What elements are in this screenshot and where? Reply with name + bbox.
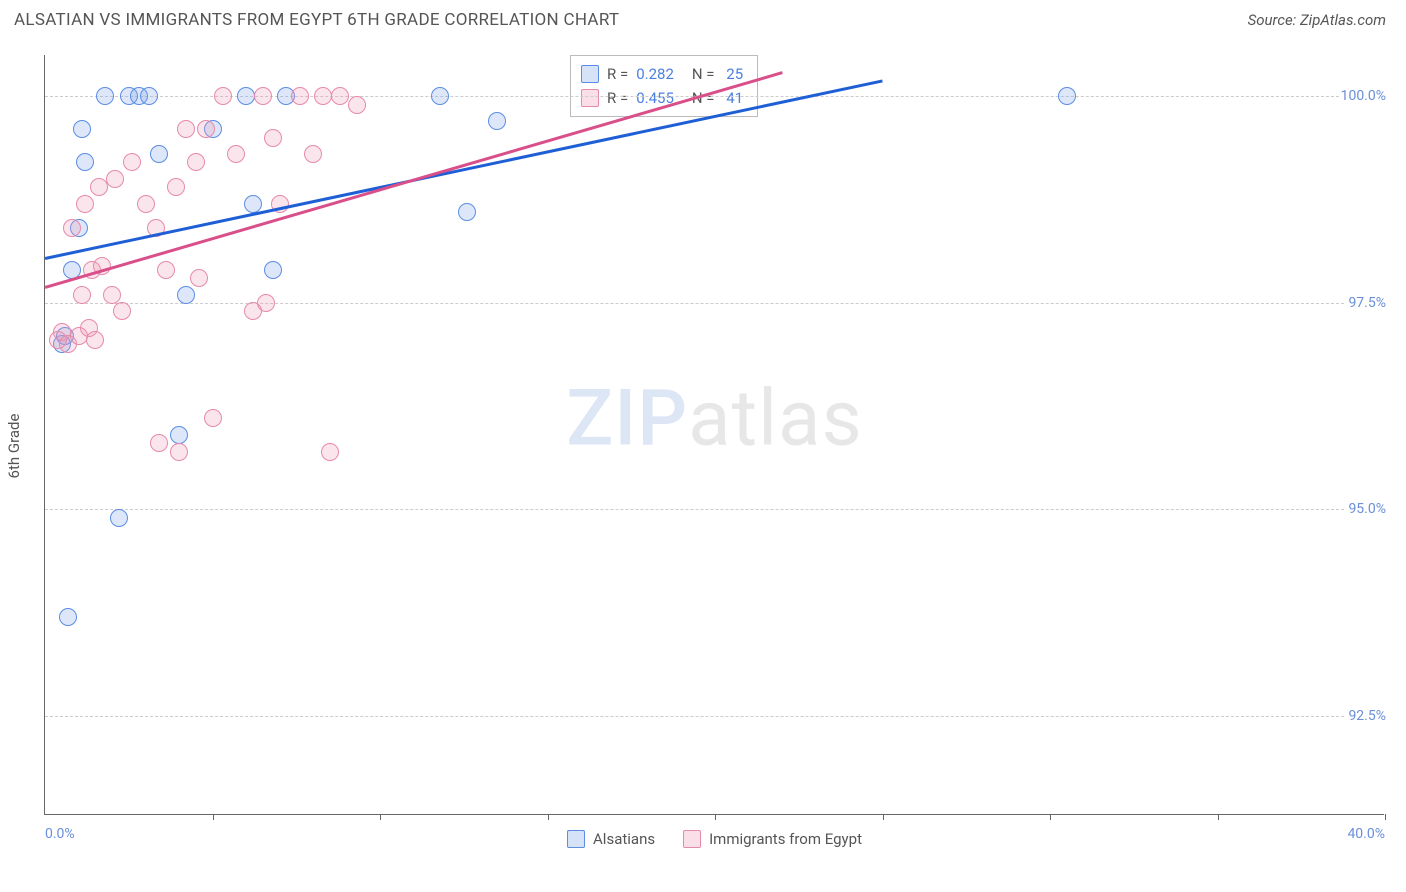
data-point <box>140 87 158 105</box>
gridline <box>45 509 1384 510</box>
y-axis-label: 6th Grade <box>5 414 23 479</box>
watermark-atlas: atlas <box>688 374 863 465</box>
data-point <box>177 286 195 304</box>
swatch-icon <box>567 830 585 848</box>
y-tick-label: 97.5% <box>1346 295 1388 311</box>
data-point <box>254 87 272 105</box>
data-point <box>137 195 155 213</box>
data-point <box>257 294 275 312</box>
data-point <box>237 87 255 105</box>
x-tick-label: 40.0% <box>1347 826 1385 842</box>
x-tick <box>1050 814 1051 820</box>
x-tick <box>715 814 716 820</box>
data-point <box>90 178 108 196</box>
data-point <box>244 195 262 213</box>
data-point <box>348 96 366 114</box>
data-point <box>76 195 94 213</box>
data-point <box>177 120 195 138</box>
data-point <box>86 331 104 349</box>
regression-line <box>45 72 783 289</box>
data-point <box>1058 87 1076 105</box>
r-label: R = <box>607 86 628 110</box>
data-point <box>63 219 81 237</box>
x-tick <box>883 814 884 820</box>
swatch-icon <box>581 89 599 107</box>
regression-line <box>45 80 883 260</box>
data-point <box>110 509 128 527</box>
data-point <box>264 261 282 279</box>
x-tick <box>1385 814 1386 820</box>
x-tick <box>548 814 549 820</box>
swatch-icon <box>683 830 701 848</box>
y-tick-label: 100.0% <box>1339 88 1388 104</box>
legend-label: Immigrants from Egypt <box>709 830 862 848</box>
x-tick <box>1218 814 1219 820</box>
data-point <box>197 120 215 138</box>
data-point <box>150 434 168 452</box>
data-point <box>73 120 91 138</box>
x-tick <box>213 814 214 820</box>
source-name: ZipAtlas.com <box>1300 11 1386 29</box>
data-point <box>331 87 349 105</box>
data-point <box>291 87 309 105</box>
data-point <box>167 178 185 196</box>
watermark: ZIPatlas <box>566 374 863 465</box>
y-tick-label: 92.5% <box>1346 708 1388 724</box>
r-value: 0.282 <box>636 62 674 86</box>
data-point <box>187 153 205 171</box>
legend-label: Alsatians <box>593 830 655 848</box>
data-point <box>264 129 282 147</box>
data-point <box>150 145 168 163</box>
chart-title: ALSATIAN VS IMMIGRANTS FROM EGYPT 6TH GR… <box>14 10 619 30</box>
x-tick <box>380 814 381 820</box>
data-point <box>113 302 131 320</box>
data-point <box>106 170 124 188</box>
swatch-icon <box>581 65 599 83</box>
data-point <box>227 145 245 163</box>
data-point <box>96 87 114 105</box>
data-point <box>314 87 332 105</box>
data-point <box>157 261 175 279</box>
data-point <box>170 443 188 461</box>
data-point <box>59 608 77 626</box>
data-point <box>76 153 94 171</box>
series-legend: Alsatians Immigrants from Egypt <box>45 830 1384 848</box>
legend-item-immigrants: Immigrants from Egypt <box>683 830 862 848</box>
data-point <box>304 145 322 163</box>
data-point <box>431 87 449 105</box>
data-point <box>214 87 232 105</box>
source-prefix: Source: <box>1248 11 1300 29</box>
data-point <box>103 286 121 304</box>
data-point <box>458 203 476 221</box>
n-label: N = <box>692 62 715 86</box>
scatter-plot: ZIPatlas R =0.282N = 25R =0.455N = 41 Al… <box>44 55 1384 815</box>
data-point <box>204 409 222 427</box>
data-point <box>488 112 506 130</box>
legend-row: R =0.282N = 25 <box>581 62 743 86</box>
legend-item-alsatians: Alsatians <box>567 830 655 848</box>
data-point <box>123 153 141 171</box>
data-point <box>321 443 339 461</box>
data-point <box>190 269 208 287</box>
r-label: R = <box>607 62 628 86</box>
x-tick-label: 0.0% <box>45 826 75 842</box>
y-tick-label: 95.0% <box>1346 501 1388 517</box>
watermark-zip: ZIP <box>566 374 688 465</box>
gridline <box>45 716 1384 717</box>
source-credit: Source: ZipAtlas.com <box>1248 11 1386 29</box>
data-point <box>170 426 188 444</box>
data-point <box>73 286 91 304</box>
